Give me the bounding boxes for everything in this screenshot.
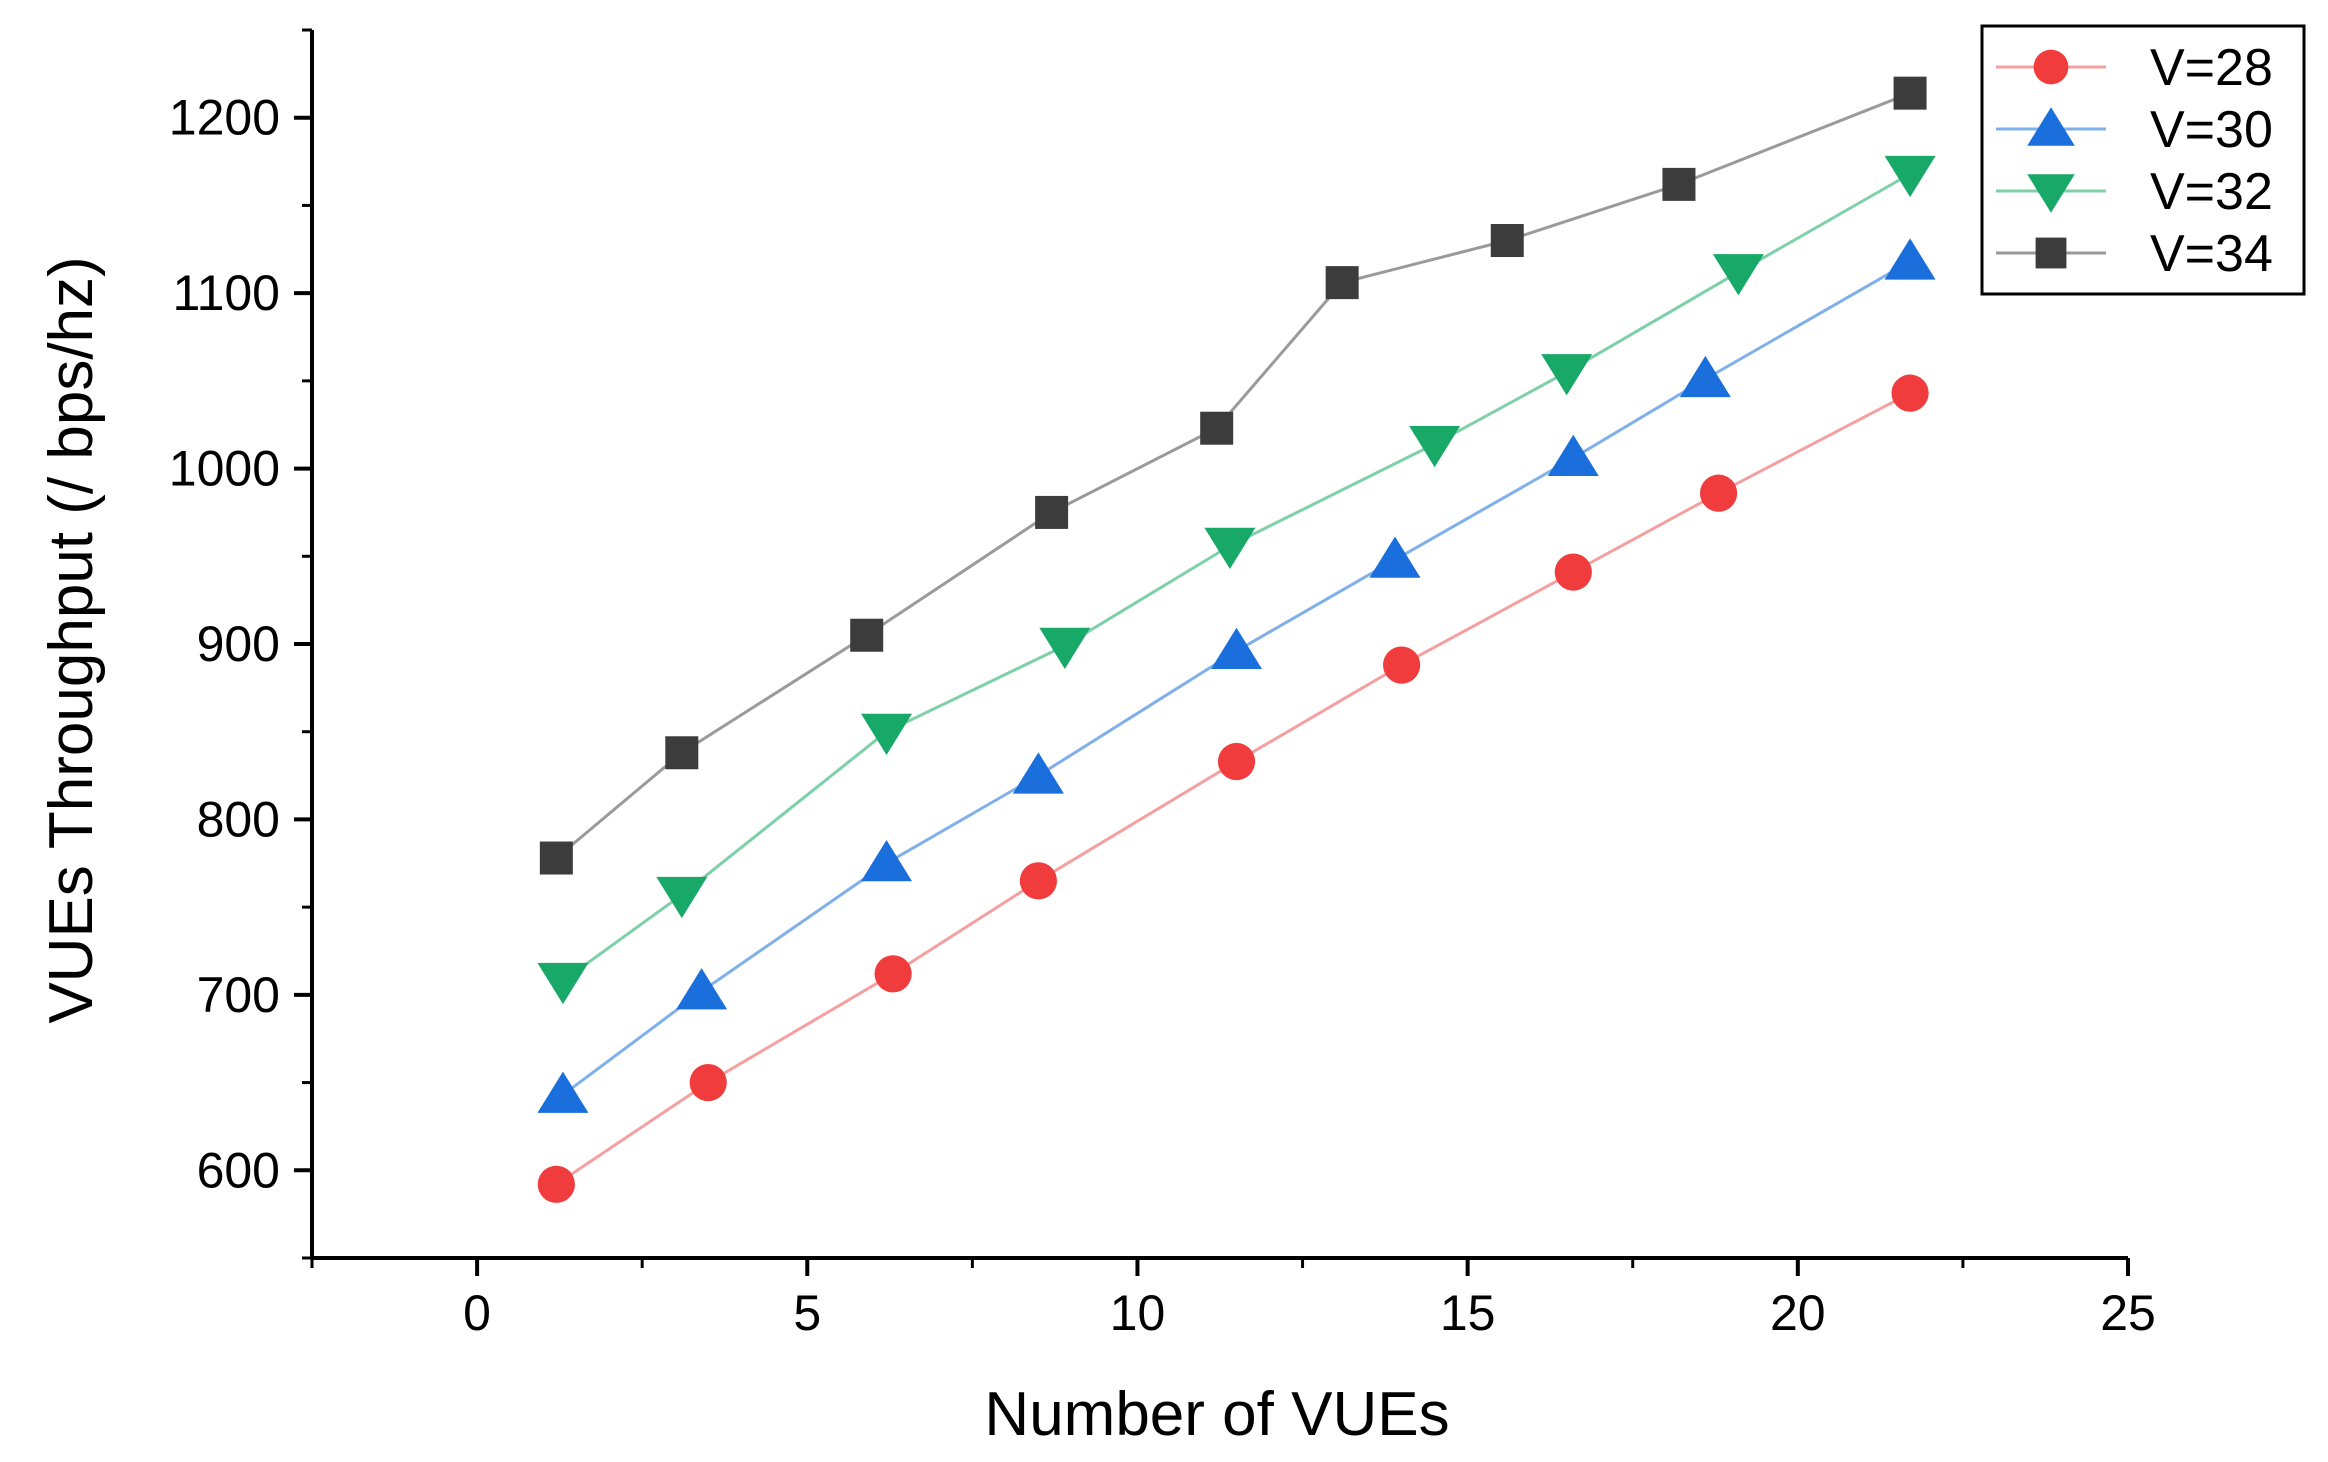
legend-label: V=28 bbox=[2150, 39, 2273, 97]
data-point bbox=[1891, 374, 1929, 412]
series-v-32 bbox=[537, 155, 1936, 1005]
data-point bbox=[1325, 266, 1359, 300]
data-point bbox=[1204, 527, 1256, 570]
data-point bbox=[1490, 224, 1524, 258]
legend-marker bbox=[2027, 174, 2075, 213]
y-tick-label: 900 bbox=[197, 616, 280, 672]
legend-item: V=34 bbox=[1996, 225, 2273, 283]
data-point bbox=[1383, 646, 1421, 684]
x-tick-label: 0 bbox=[463, 1285, 491, 1341]
data-point bbox=[665, 736, 699, 770]
series-v-34 bbox=[539, 76, 1927, 875]
legend-marker bbox=[2035, 237, 2067, 269]
data-point bbox=[1200, 411, 1234, 445]
x-tick-label: 20 bbox=[1770, 1285, 1826, 1341]
data-point bbox=[1884, 155, 1936, 198]
data-point bbox=[861, 713, 913, 755]
data-point bbox=[537, 1071, 589, 1113]
series-line bbox=[562, 172, 1911, 983]
x-tick-label: 5 bbox=[793, 1285, 821, 1341]
x-tick-label: 15 bbox=[1440, 1285, 1496, 1341]
data-point bbox=[1409, 426, 1461, 468]
legend-label: V=30 bbox=[2150, 101, 2273, 159]
data-point bbox=[1884, 238, 1936, 280]
series-line bbox=[555, 391, 1911, 1186]
data-point bbox=[1035, 495, 1069, 529]
data-point bbox=[656, 876, 708, 919]
legend-item: V=28 bbox=[1996, 39, 2273, 97]
data-point bbox=[850, 618, 884, 652]
series-v-28 bbox=[537, 374, 1929, 1203]
series-v-30 bbox=[537, 238, 1936, 1113]
y-tick-label: 700 bbox=[197, 967, 280, 1023]
data-point bbox=[537, 962, 589, 1005]
data-point bbox=[1554, 553, 1592, 591]
data-point bbox=[1662, 167, 1696, 201]
x-tick-label: 10 bbox=[1110, 1285, 1166, 1341]
legend-label: V=32 bbox=[2150, 163, 2273, 221]
series-layer bbox=[537, 76, 1936, 1203]
axes: 0 5 10 15 20 25 600 700 800 900 1000 1100 1200 bbox=[169, 28, 2156, 1341]
legend-marker bbox=[2027, 107, 2075, 146]
data-point bbox=[1019, 862, 1057, 900]
data-point bbox=[1369, 536, 1421, 578]
data-point bbox=[1547, 434, 1599, 477]
legend-item: V=32 bbox=[1996, 163, 2273, 221]
data-point bbox=[861, 840, 913, 882]
y-tick-label: 800 bbox=[197, 791, 280, 847]
legend-marker bbox=[2033, 49, 2069, 85]
data-point bbox=[1712, 254, 1764, 296]
data-point bbox=[874, 955, 912, 993]
data-point bbox=[1699, 474, 1738, 512]
y-tick-label: 600 bbox=[197, 1142, 280, 1198]
data-point bbox=[689, 1063, 727, 1102]
legend-label: V=34 bbox=[2150, 225, 2273, 283]
y-tick-label: 1200 bbox=[169, 90, 280, 146]
y-axis-title: VUEs Throughput (/ bps/hz) bbox=[37, 256, 106, 1023]
data-point bbox=[1211, 627, 1263, 670]
data-point bbox=[1541, 354, 1593, 396]
legend: V=28V=30V=32V=34 bbox=[1980, 24, 2306, 296]
x-axis-title: Number of VUEs bbox=[984, 1380, 1449, 1449]
data-point bbox=[539, 841, 573, 875]
data-point bbox=[1217, 742, 1256, 781]
data-point bbox=[537, 1165, 575, 1203]
data-point bbox=[1893, 76, 1927, 110]
data-point bbox=[676, 968, 728, 1010]
y-tick-label: 1100 bbox=[172, 265, 280, 321]
data-point bbox=[1039, 627, 1091, 670]
y-tick-label: 1000 bbox=[169, 441, 280, 497]
data-point bbox=[1012, 752, 1064, 794]
legend-item: V=30 bbox=[1996, 101, 2273, 159]
data-point bbox=[1679, 355, 1731, 398]
x-tick-label: 25 bbox=[2100, 1285, 2156, 1341]
